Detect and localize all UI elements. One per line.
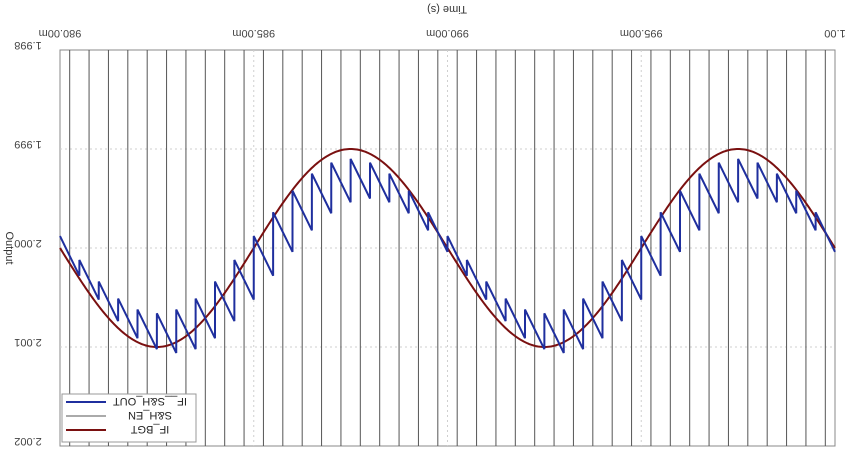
y-axis-label: Output [3, 231, 15, 264]
y-tick-label: 2.001 [14, 336, 42, 348]
x-tick-label: 990.00m [426, 27, 469, 39]
y-axis-ticks: 1.998 1.999 2.000 2.001 2.002 [14, 39, 42, 447]
legend-label: IF__S&H_OUT [113, 395, 187, 407]
legend-label: S&H_EN [128, 409, 172, 421]
x-tick-label: 995.00m [620, 27, 663, 39]
grid [60, 50, 835, 446]
x-tick-label: 980.00m [39, 27, 82, 39]
series-lines [59, 147, 836, 354]
y-tick-label: 2.002 [14, 435, 42, 447]
x-axis-label: Time (s) [427, 3, 467, 15]
if-s-and-h-out-line [59, 158, 836, 354]
legend: IF__S&H_OUT S&H_EN IF_BGT [61, 393, 197, 443]
y-tick-label: 1.999 [14, 138, 42, 150]
legend-label: IF_BGT [130, 423, 169, 435]
x-tick-label: 985.00m [232, 27, 275, 39]
x-axis-ticks: 980.00m 985.00m 990.00m 995.00m 1.00 [39, 27, 846, 39]
y-tick-label: 1.998 [14, 39, 42, 51]
y-tick-label: 2.000 [14, 237, 42, 249]
s-and-h-en-series [69, 50, 826, 446]
x-tick-label: 1.00 [824, 27, 845, 39]
